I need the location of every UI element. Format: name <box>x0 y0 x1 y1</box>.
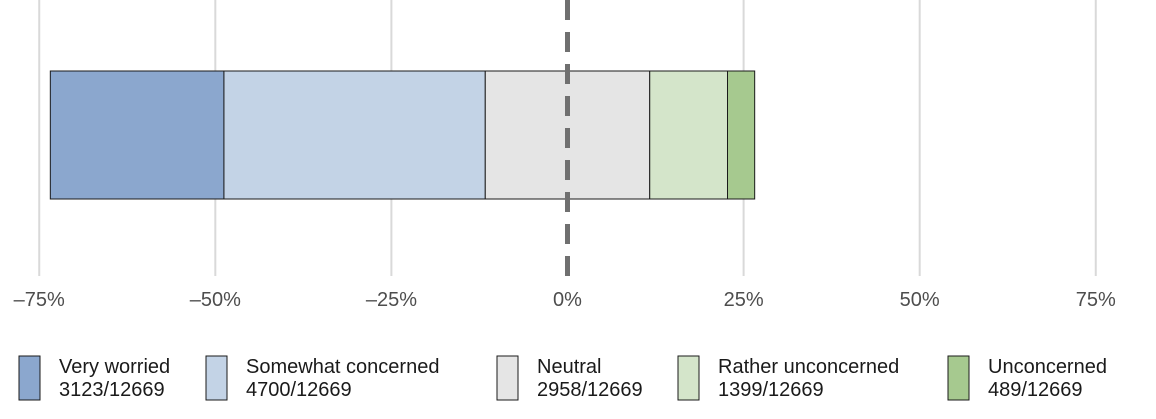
bar-segment-somewhat-concerned <box>223 70 486 200</box>
legend-label: Very worried <box>59 356 170 378</box>
legend-count: 1399/12669 <box>718 379 824 401</box>
legend-key <box>677 355 700 401</box>
legend-label: Somewhat concerned <box>246 356 439 378</box>
legend-count: 3123/12669 <box>59 379 165 401</box>
bar-segments <box>49 70 756 200</box>
legend-key <box>205 355 228 401</box>
bar-segment-rather-unconcerned <box>649 70 728 200</box>
legend-label: Neutral <box>537 356 601 378</box>
x-tick-label: 75% <box>1076 289 1116 311</box>
x-tick-label: –75% <box>14 289 65 311</box>
bar-segment-unconcerned <box>726 70 756 200</box>
legend-count: 489/12669 <box>988 379 1083 401</box>
legend-count: 2958/12669 <box>537 379 643 401</box>
x-tick-label: 50% <box>900 289 940 311</box>
legend-label: Unconcerned <box>988 356 1107 378</box>
x-tick-label: –50% <box>190 289 241 311</box>
x-tick-label: 25% <box>724 289 764 311</box>
legend-key <box>18 355 41 401</box>
legend-count: 4700/12669 <box>246 379 352 401</box>
bar-segment-very-worried <box>49 70 225 200</box>
x-tick-label: –25% <box>366 289 417 311</box>
legend-key <box>496 355 519 401</box>
x-axis: –75% –50% –25% 0% 25% 50% 75% <box>14 289 1116 311</box>
x-tick-label: 0% <box>553 289 582 311</box>
legend-label: Rather unconcerned <box>718 356 899 378</box>
legend-key <box>947 355 970 401</box>
